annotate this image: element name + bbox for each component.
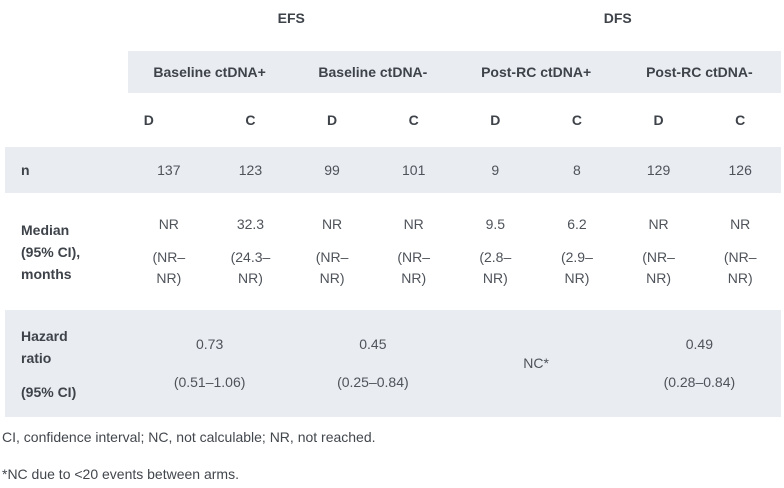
median-value: 32.3	[236, 216, 265, 232]
median-cell-1: NR (NR– NR)	[128, 193, 210, 310]
median-row-label: Median (95% CI), months	[21, 221, 81, 282]
median-value: 9.5	[485, 216, 506, 232]
hazard-cell-baseline-neg: 0.45 (0.25–0.84)	[291, 310, 454, 417]
median-value: 6.2	[567, 216, 587, 232]
arm-header-d-1: D	[143, 112, 154, 128]
n-value-7: 129	[646, 162, 671, 178]
arm-header-d-4: D	[653, 112, 664, 128]
group-header-baseline-ctdna-neg: Baseline ctDNA-	[291, 51, 455, 93]
arm-header-d-2: D	[327, 112, 338, 128]
hazard-ci: (0.51–1.06)	[173, 374, 246, 390]
group-header-postrc-ctdna-neg: Post-RC ctDNA-	[617, 51, 781, 93]
hazard-cell-baseline-pos: 0.73 (0.51–1.06)	[128, 310, 291, 417]
arm-header-c-3: C	[571, 112, 582, 128]
median-row: Median (95% CI), months NR (NR– NR) 32.3…	[5, 193, 781, 310]
n-value-3: 99	[324, 162, 340, 178]
median-cell-5: 9.5 (2.8– NR)	[455, 193, 537, 310]
hazard-row-label-line2: (95% CI)	[21, 383, 77, 400]
footnote-abbreviations: CI, confidence interval; NC, not calcula…	[2, 429, 376, 445]
median-value: NR	[730, 216, 751, 232]
section-header-spacer	[5, 0, 128, 51]
median-value: NR	[158, 216, 179, 232]
median-ci: (NR– NR)	[723, 249, 757, 286]
hazard-ratio-row: Hazard ratio (95% CI) 0.73 (0.51–1.06) 0…	[5, 310, 781, 417]
median-ci: (2.8– NR)	[479, 249, 512, 286]
n-value-8: 126	[728, 162, 752, 178]
median-ci: (2.9– NR)	[560, 249, 593, 286]
median-cell-6: 6.2 (2.9– NR)	[536, 193, 618, 310]
median-cell-7: NR (NR– NR)	[618, 193, 700, 310]
group-header-spacer	[5, 51, 128, 93]
arm-header-c-1: C	[245, 112, 256, 128]
group-header-row: Baseline ctDNA+ Baseline ctDNA- Post-RC …	[5, 51, 781, 93]
hazard-row-label-line1: Hazard ratio	[21, 327, 68, 366]
median-ci: (NR– NR)	[642, 249, 675, 286]
median-cell-2: 32.3 (24.3– NR)	[210, 193, 292, 310]
n-value-5: 9	[491, 162, 500, 178]
median-cell-3: NR (NR– NR)	[291, 193, 373, 310]
ctdna-outcomes-table: EFS DFS Baseline ctDNA+ Baseline ctDNA- …	[5, 0, 781, 417]
hazard-ci: (0.28–0.84)	[663, 374, 736, 390]
arm-header-d-3: D	[490, 112, 501, 128]
median-ci: (NR– NR)	[397, 249, 431, 286]
arm-header-row: D C D C D C D C	[5, 93, 781, 147]
hazard-value-nc: NC*	[523, 355, 549, 371]
n-row-label: n	[21, 162, 30, 178]
median-ci: (NR– NR)	[152, 249, 186, 286]
group-header-postrc-ctdna-pos: Post-RC ctDNA+	[454, 51, 618, 93]
section-header-dfs: DFS	[603, 10, 632, 26]
median-value: NR	[321, 216, 343, 232]
median-cell-8: NR (NR– NR)	[699, 193, 781, 310]
hazard-row-label: Hazard ratio (95% CI)	[5, 310, 128, 417]
section-header-efs: EFS	[277, 10, 305, 26]
footnotes: CI, confidence interval; NC, not calcula…	[2, 428, 784, 484]
group-header-baseline-ctdna-pos: Baseline ctDNA+	[128, 51, 292, 93]
section-header-row: EFS DFS	[5, 0, 781, 51]
median-ci: (24.3– NR)	[230, 249, 271, 286]
footnote-nc-explanation: *NC due to <20 events between arms.	[2, 466, 239, 482]
n-value-4: 101	[402, 162, 426, 178]
hazard-value: 0.45	[359, 336, 387, 352]
arm-header-c-2: C	[408, 112, 419, 128]
hazard-ci: (0.25–0.84)	[337, 374, 409, 390]
n-value-6: 8	[573, 162, 581, 178]
median-ci: (NR– NR)	[315, 249, 349, 286]
hazard-cell-postrc-pos: NC*	[455, 310, 618, 417]
n-row: n 137 123 99 101 9 8 129 126	[5, 147, 781, 193]
hazard-value: 0.49	[685, 336, 713, 352]
hazard-cell-postrc-neg: 0.49 (0.28–0.84)	[618, 310, 781, 417]
n-value-1: 137	[157, 162, 181, 178]
median-cell-4: NR (NR– NR)	[373, 193, 455, 310]
arm-header-c-4: C	[735, 112, 746, 128]
n-value-2: 123	[238, 162, 263, 178]
median-value: NR	[648, 216, 669, 232]
hazard-value: 0.73	[196, 336, 224, 352]
median-value: NR	[403, 216, 424, 232]
